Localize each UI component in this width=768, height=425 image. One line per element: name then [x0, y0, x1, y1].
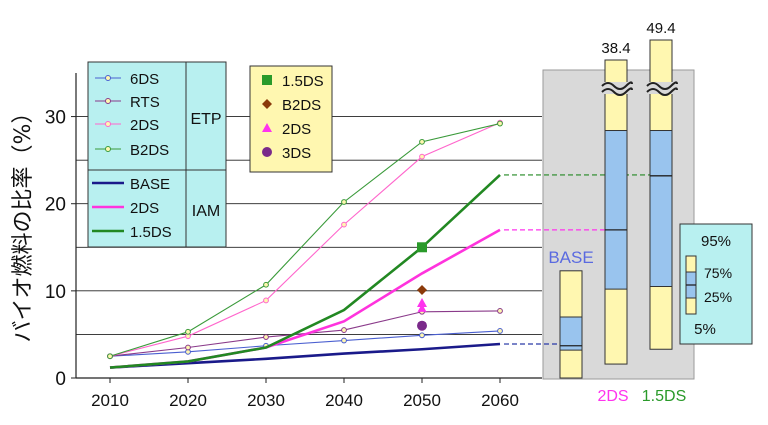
series-line-iam-1.5ds — [109, 174, 501, 369]
percentile-legend: 95% 75% 25% 5% — [679, 223, 753, 345]
boxplot-max-label-2ds: 38.4 — [601, 40, 630, 57]
data-point — [419, 332, 425, 339]
data-point — [419, 138, 425, 145]
legend-label-etp-6ds: 6DS — [130, 71, 159, 88]
boxplot-iqr-1.5ds — [649, 130, 673, 287]
boxplot-label-base: BASE — [548, 248, 593, 267]
y-tick-label: 10 — [45, 282, 66, 303]
data-point — [263, 297, 269, 304]
data-point — [497, 120, 503, 127]
axis-break-mark — [601, 87, 633, 96]
boxplot-max-label-15ds: 49.4 — [646, 20, 675, 37]
legend-point-marker — [262, 75, 272, 85]
y-tick-label: 20 — [45, 195, 66, 216]
legend-point-label-1.5ds: 1.5DS — [282, 73, 324, 90]
axis-break-mark — [646, 87, 678, 96]
legend-point-label-3ds: 3DS — [282, 145, 311, 162]
boxplot-iqr-base — [559, 316, 583, 351]
axis-break-mark — [601, 81, 633, 90]
scenario-point-2ds — [417, 298, 427, 308]
data-point — [185, 344, 191, 351]
legend-marker — [105, 146, 111, 152]
legend-point-marker — [262, 123, 272, 132]
legend-box — [87, 61, 227, 248]
data-point — [341, 327, 347, 333]
boxplot-iqr-2ds — [604, 130, 628, 290]
percentile-label-25: 25% — [704, 289, 732, 305]
legend-marker — [105, 121, 111, 127]
x-tick-label: 2060 — [481, 391, 519, 410]
y-tick-label: 30 — [45, 108, 66, 129]
scenario-point-1.5ds — [417, 242, 427, 253]
legend-marker — [105, 75, 111, 81]
data-point — [341, 199, 347, 205]
axis-break-mark — [646, 81, 678, 90]
series-lines — [107, 119, 503, 369]
x-tick-label: 2020 — [169, 391, 207, 410]
y-tick-label: 0 — [55, 369, 66, 390]
data-point — [263, 281, 269, 288]
x-tick-label: 2050 — [403, 391, 441, 410]
legend-point-label-b2ds: B2DS — [282, 97, 321, 114]
legend-label-iam-1.5ds: 1.5DS — [130, 224, 172, 241]
data-point — [185, 328, 191, 335]
legend-label-etp-b2ds: B2DS — [130, 142, 169, 159]
legend-point-label-2ds: 2DS — [282, 121, 311, 138]
data-point — [263, 334, 269, 340]
boxplot-label-2ds: 2DS — [597, 388, 628, 405]
series-line-etp-b2ds — [109, 123, 501, 357]
legend-label-iam-2ds: 2DS — [130, 200, 159, 217]
boxplot-label-15ds: 1.5DS — [642, 388, 686, 405]
series-line-etp-2ds — [109, 122, 501, 357]
x-tick-label: 2010 — [91, 391, 129, 410]
series-line-etp-6ds — [109, 330, 501, 357]
data-point — [419, 153, 425, 160]
series-line-iam-base — [109, 342, 501, 369]
percentile-label-75: 75% — [704, 265, 732, 281]
percentile-label-95: 95% — [701, 233, 731, 250]
legend-group-etp: ETP — [190, 111, 221, 128]
data-point — [341, 221, 347, 228]
percentile-label-5: 5% — [694, 321, 716, 338]
legend-etp-iam: ETP IAM 6DS RTS 2DS B2DS BASE 2DS 1.5DS — [87, 61, 227, 248]
scenario-point-2ds-extra — [417, 303, 427, 312]
data-point — [497, 328, 503, 334]
legend-point-marker — [262, 99, 272, 109]
legend-label-etp-rts: RTS — [130, 94, 160, 111]
legend-point-marker — [262, 147, 272, 157]
y-axis-title: バイオ燃料の比率（%） — [11, 102, 36, 343]
data-point — [107, 353, 113, 360]
scenario-point-b2ds — [417, 284, 427, 295]
legend-label-etp-2ds: 2DS — [130, 117, 159, 134]
legend-label-iam-base: BASE — [130, 176, 170, 193]
data-point — [341, 337, 347, 344]
legend-marker — [105, 98, 111, 104]
x-tick-label: 2040 — [325, 391, 363, 410]
data-point — [497, 308, 503, 314]
legend-points: 1.5DS B2DS 2DS 3DS — [249, 65, 333, 173]
scenario-point-3ds — [417, 320, 427, 331]
scenario-points-2050 — [417, 242, 427, 331]
x-tick-label: 2030 — [247, 391, 285, 410]
legend-group-iam: IAM — [192, 203, 220, 220]
boxplot-panel: 38.4 49.4 BASE 2DS 1.5DS — [504, 20, 695, 405]
